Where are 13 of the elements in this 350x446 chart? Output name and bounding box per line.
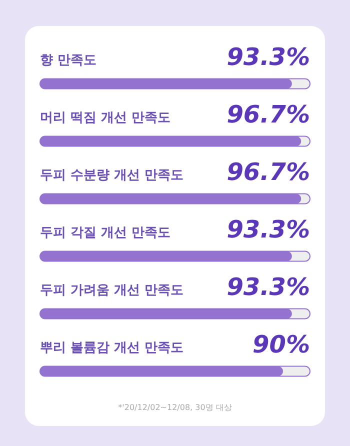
- data-label: 93.3%: [226, 272, 310, 301]
- y-tick-label: 두피 각질 개선 만족도: [40, 225, 171, 240]
- y-tick-label: 머리 떡짐 개선 만족도: [40, 110, 171, 126]
- y-tick-label: 두피 가려움 개선 만족도: [40, 282, 184, 298]
- text: *'20/12/02~12/08, 30명 대상: [118, 403, 232, 412]
- data-label: 90%: [252, 330, 310, 358]
- data-label: 93.3%: [226, 215, 310, 244]
- data-label: 96.7%: [226, 100, 310, 128]
- data-label: 93.3%: [226, 42, 310, 71]
- y-tick-label: 뿌리 볼륨감 개선 만족도: [40, 340, 184, 356]
- y-tick-label: 향 만족도: [40, 52, 97, 68]
- data-label: 96.7%: [226, 158, 310, 186]
- y-tick-label: 두피 수분량 개선 만족도: [40, 168, 184, 183]
